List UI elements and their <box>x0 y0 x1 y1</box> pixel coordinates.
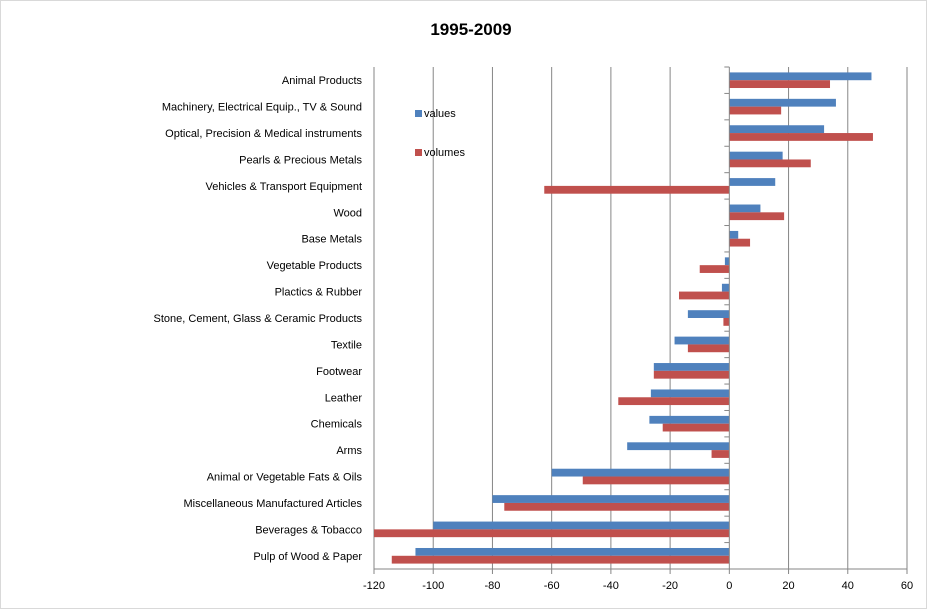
category-label: Chemicals <box>311 419 363 431</box>
x-tick-label: -60 <box>544 580 560 592</box>
bar-volumes <box>504 502 730 511</box>
bar-values <box>724 257 730 266</box>
bar-volumes <box>723 318 730 326</box>
bar-volumes <box>374 529 730 538</box>
bar-values <box>721 283 730 292</box>
legend: values volumes <box>415 108 465 159</box>
category-label: Leather <box>325 392 363 404</box>
bar-values <box>729 178 776 186</box>
bar-volumes <box>729 133 873 141</box>
legend-label-volumes: volumes <box>424 147 465 159</box>
bar-values <box>729 151 783 160</box>
bar-values <box>650 389 730 398</box>
category-label: Textile <box>331 339 362 351</box>
category-label: Optical, Precision & Medical instruments <box>165 128 362 140</box>
bar-values <box>551 468 730 477</box>
axis <box>373 66 908 574</box>
category-label: Base Metals <box>301 234 362 246</box>
bars <box>374 72 873 564</box>
bar-values <box>674 336 730 345</box>
bar-values <box>653 363 730 371</box>
bar-values <box>729 204 761 213</box>
category-label: Arms <box>336 445 362 457</box>
bar-values <box>649 415 730 424</box>
bar-volumes <box>729 106 782 115</box>
bar-values <box>627 442 730 451</box>
bar-volumes <box>687 344 730 353</box>
category-label: Plactics & Rubber <box>275 287 363 299</box>
bar-volumes <box>391 555 730 564</box>
category-label: Vehicles & Transport Equipment <box>205 181 362 193</box>
category-label: Miscellaneous Manufactured Articles <box>183 498 362 510</box>
gridlines <box>373 67 908 569</box>
x-tick-label: -40 <box>603 580 619 592</box>
chart-title: 1995-2009 <box>430 20 511 39</box>
category-label: Vegetable Products <box>267 260 363 272</box>
x-tick-label: 60 <box>901 580 913 592</box>
bar-values <box>492 495 730 503</box>
x-tick-label: -120 <box>363 580 385 592</box>
legend-label-values: values <box>424 108 456 120</box>
bar-values <box>729 72 872 81</box>
category-label: Stone, Cement, Glass & Ceramic Products <box>154 313 363 325</box>
bar-volumes <box>729 80 831 89</box>
bar-volumes <box>729 212 785 221</box>
bar-values <box>433 521 730 530</box>
bar-volumes <box>699 265 730 273</box>
category-label: Pearls & Precious Metals <box>239 154 362 166</box>
bar-volumes <box>729 238 751 247</box>
bar-volumes <box>582 476 730 485</box>
category-label: Animal Products <box>282 75 363 87</box>
x-tick-label: 40 <box>842 580 854 592</box>
bar-values <box>415 547 730 556</box>
x-tick-label: 0 <box>726 580 732 592</box>
category-label: Footwear <box>316 366 362 378</box>
category-label: Pulp of Wood & Paper <box>253 551 362 563</box>
x-tick-labels: -120 -100 -80 -60 -40 -20 0 20 40 60 <box>363 580 913 592</box>
category-label: Machinery, Electrical Equip., TV & Sound <box>162 102 362 114</box>
legend-swatch-values <box>415 110 422 117</box>
bar-values <box>729 230 739 239</box>
bar-volumes <box>729 159 811 168</box>
category-labels: Animal Products Machinery, Electrical Equ… <box>154 75 363 563</box>
bar-volumes <box>618 397 730 406</box>
category-label: Beverages & Tobacco <box>255 524 362 536</box>
x-tick-label: 20 <box>782 580 794 592</box>
x-tick-label: -20 <box>662 580 678 592</box>
bar-values <box>729 98 836 107</box>
bar-values <box>729 125 825 134</box>
legend-swatch-volumes <box>415 149 422 156</box>
x-tick-label: -80 <box>484 580 500 592</box>
bar-volumes <box>711 450 730 458</box>
category-label: Wood <box>333 207 362 219</box>
bar-volumes <box>544 185 730 194</box>
bar-volumes <box>653 370 730 379</box>
category-label: Animal or Vegetable Fats & Oils <box>207 472 363 484</box>
bar-volumes <box>662 423 730 432</box>
bar-values <box>687 310 730 318</box>
bar-volumes <box>678 291 730 300</box>
x-tick-label: -100 <box>422 580 444 592</box>
